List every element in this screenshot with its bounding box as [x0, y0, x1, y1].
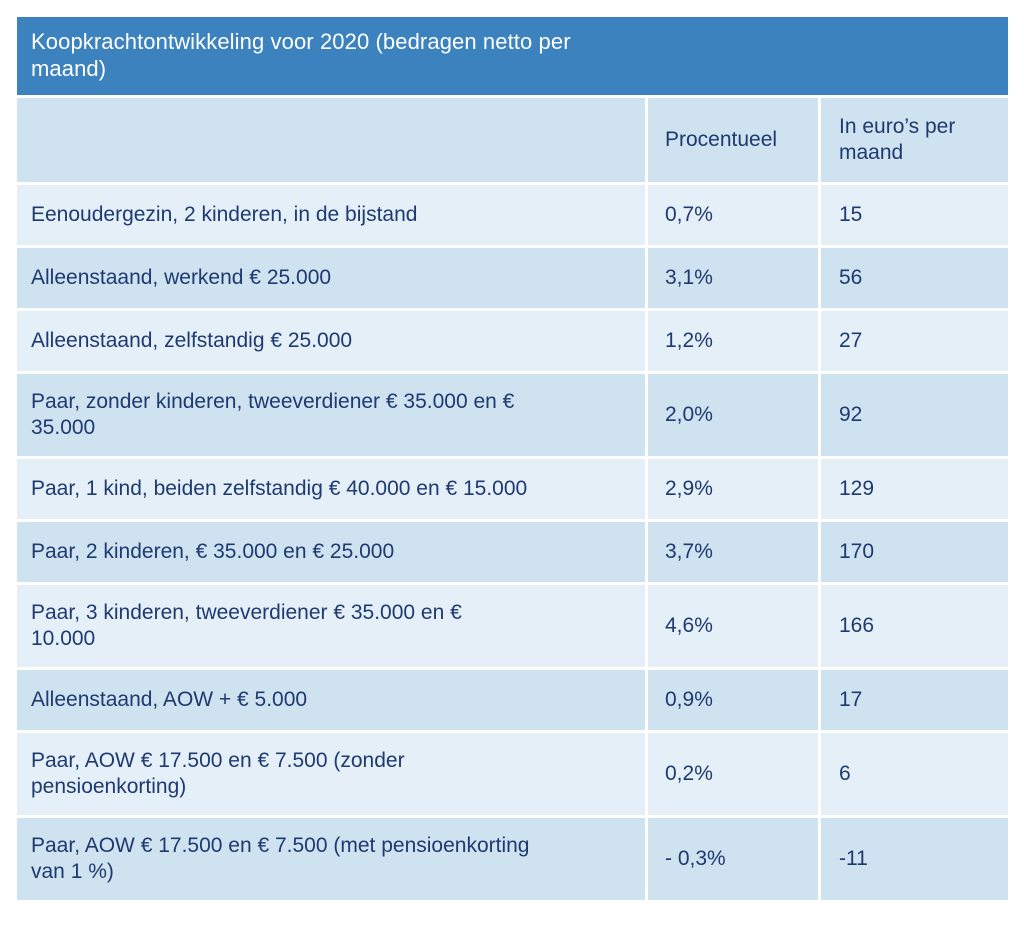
row-percent-cell: 4,6% — [648, 585, 818, 667]
row-euro-cell: 56 — [821, 248, 1008, 308]
table-row: Alleenstaand, AOW + € 5.000 0,9% 17 — [17, 670, 1008, 730]
row-label-cell: Alleenstaand, AOW + € 5.000 — [17, 670, 645, 730]
row-percent-cell: 3,7% — [648, 522, 818, 582]
row-percent-cell: 1,2% — [648, 311, 818, 371]
row-percent-cell: 0,7% — [648, 185, 818, 245]
row-label-cell: Paar, 1 kind, beiden zelfstandig € 40.00… — [17, 459, 645, 519]
row-label-cell: Paar, zonder kinderen, tweeverdiener € 3… — [17, 374, 645, 456]
table-row: Alleenstaand, werkend € 25.000 3,1% 56 — [17, 248, 1008, 308]
table-row: Alleenstaand, zelfstandig € 25.000 1,2% … — [17, 311, 1008, 371]
column-header-empty — [17, 98, 645, 182]
row-label-cell: Paar, 2 kinderen, € 35.000 en € 25.000 — [17, 522, 645, 582]
row-percent-cell: 2,0% — [648, 374, 818, 456]
row-euro-cell: 92 — [821, 374, 1008, 456]
column-header-euros-per-maand: In euro’s per maand — [821, 98, 1008, 182]
table-row: Paar, zonder kinderen, tweeverdiener € 3… — [17, 374, 1008, 456]
row-euro-cell: -11 — [821, 818, 1008, 900]
koopkracht-table: Koopkrachtontwikkeling voor 2020 (bedrag… — [17, 17, 1008, 900]
table-row: Eenoudergezin, 2 kinderen, in de bijstan… — [17, 185, 1008, 245]
row-euro-cell: 129 — [821, 459, 1008, 519]
row-label-cell: Paar, AOW € 17.500 en € 7.500 (met pensi… — [17, 818, 645, 900]
table-row: Paar, 3 kinderen, tweeverdiener € 35.000… — [17, 585, 1008, 667]
table-row: Paar, AOW € 17.500 en € 7.500 (met pensi… — [17, 818, 1008, 900]
row-label-cell: Paar, 3 kinderen, tweeverdiener € 35.000… — [17, 585, 645, 667]
row-percent-cell: - 0,3% — [648, 818, 818, 900]
column-header-row: Procentueel In euro’s per maand — [17, 98, 1008, 182]
column-header-procentueel: Procentueel — [648, 98, 818, 182]
row-percent-cell: 0,2% — [648, 733, 818, 815]
row-euro-cell: 27 — [821, 311, 1008, 371]
row-euro-cell: 166 — [821, 585, 1008, 667]
table-title-bar: Koopkrachtontwikkeling voor 2020 (bedrag… — [17, 17, 1008, 95]
table-row: Paar, AOW € 17.500 en € 7.500 (zonder pe… — [17, 733, 1008, 815]
row-euro-cell: 6 — [821, 733, 1008, 815]
row-label-cell: Alleenstaand, zelfstandig € 25.000 — [17, 311, 645, 371]
table-row: Paar, 1 kind, beiden zelfstandig € 40.00… — [17, 459, 1008, 519]
row-percent-cell: 2,9% — [648, 459, 818, 519]
row-percent-cell: 3,1% — [648, 248, 818, 308]
table-title: Koopkrachtontwikkeling voor 2020 (bedrag… — [31, 29, 571, 81]
row-label-cell: Alleenstaand, werkend € 25.000 — [17, 248, 645, 308]
table-row: Paar, 2 kinderen, € 35.000 en € 25.000 3… — [17, 522, 1008, 582]
row-euro-cell: 15 — [821, 185, 1008, 245]
row-percent-cell: 0,9% — [648, 670, 818, 730]
row-label-cell: Paar, AOW € 17.500 en € 7.500 (zonder pe… — [17, 733, 645, 815]
row-euro-cell: 17 — [821, 670, 1008, 730]
row-label-cell: Eenoudergezin, 2 kinderen, in de bijstan… — [17, 185, 645, 245]
row-euro-cell: 170 — [821, 522, 1008, 582]
table-body: Eenoudergezin, 2 kinderen, in de bijstan… — [17, 185, 1008, 900]
